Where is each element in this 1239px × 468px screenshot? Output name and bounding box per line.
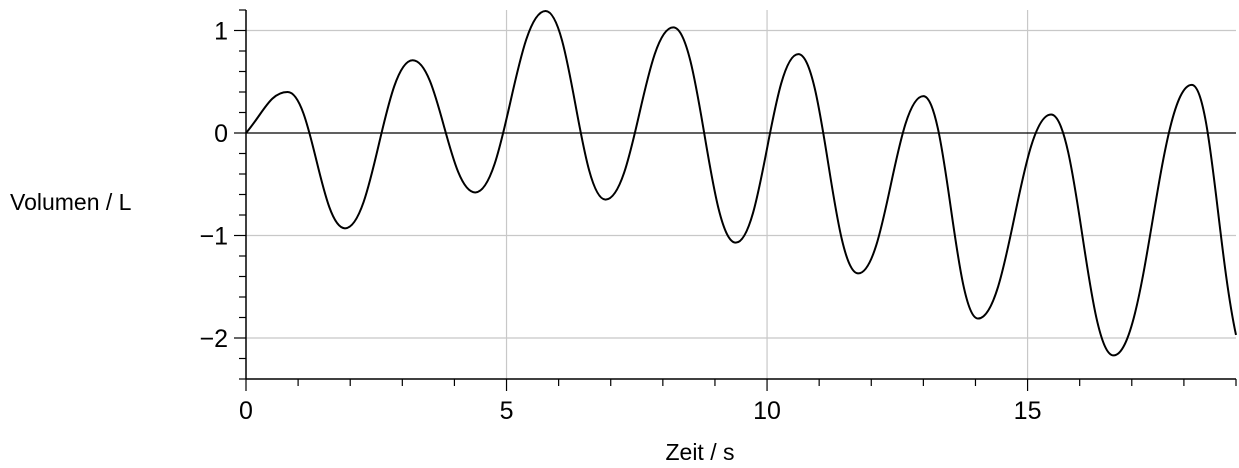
x-tick-label: 0 bbox=[239, 397, 253, 425]
x-tick-label: 15 bbox=[1014, 397, 1042, 425]
y-tick-label: −1 bbox=[199, 223, 228, 251]
x-axis-title: Zeit / s bbox=[665, 439, 734, 465]
axes bbox=[234, 9, 1237, 391]
y-axis-title: Volumen / L bbox=[10, 189, 132, 215]
labels: Volumen / L Zeit / s 10−1−20 5 10 15 bbox=[10, 18, 1041, 466]
x-tick-label: 10 bbox=[753, 397, 781, 425]
y-tick-label: 1 bbox=[214, 18, 228, 46]
y-tick-label: −2 bbox=[199, 325, 228, 353]
y-tick-label: 0 bbox=[214, 120, 228, 148]
x-tick-label: 5 bbox=[500, 397, 514, 425]
series-layer bbox=[245, 10, 1237, 357]
volume-series-line bbox=[245, 10, 1237, 357]
grid bbox=[246, 10, 1236, 379]
